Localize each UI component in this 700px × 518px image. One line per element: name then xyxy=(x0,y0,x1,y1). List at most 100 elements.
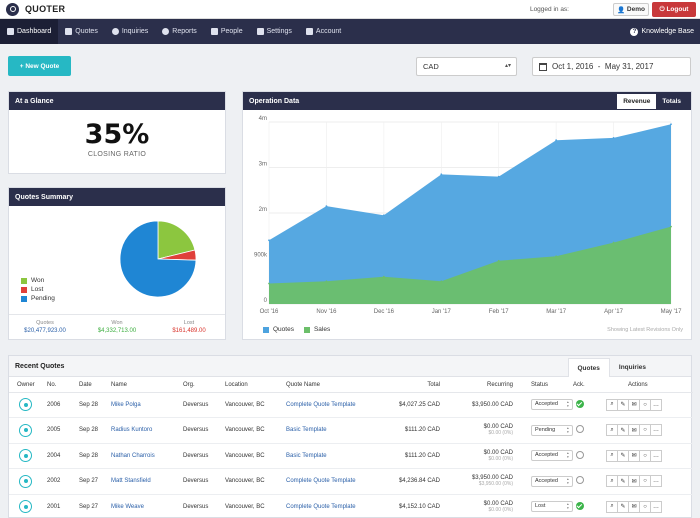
data-point[interactable] xyxy=(382,214,385,217)
status-select[interactable]: Accepted xyxy=(531,399,573,411)
quote-name-link[interactable]: Complete Quote Template xyxy=(286,494,382,518)
col-date[interactable]: Date xyxy=(79,379,111,393)
currency-select[interactable]: CAD ▴▾ xyxy=(416,57,517,76)
avatar[interactable] xyxy=(19,474,32,488)
tab-totals[interactable]: Totals xyxy=(662,98,681,105)
data-point[interactable] xyxy=(497,175,500,178)
data-point[interactable] xyxy=(440,280,443,283)
org-cell: Deversus xyxy=(183,417,225,444)
search-icon[interactable]: ⌕ xyxy=(606,398,618,411)
col-total[interactable]: Total xyxy=(382,379,440,393)
check-circle-icon[interactable] xyxy=(576,399,584,408)
quoter-logo-icon xyxy=(6,2,19,16)
date-range-picker[interactable]: Oct 1, 2016 - May 31, 2017 xyxy=(532,57,691,76)
status-select[interactable]: Accepted xyxy=(531,475,573,487)
col-no[interactable]: No. xyxy=(47,379,79,393)
col-ack[interactable]: Ack. xyxy=(573,379,603,393)
quote-name-link[interactable]: Complete Quote Template xyxy=(286,468,382,495)
avatar[interactable] xyxy=(19,423,32,437)
contact-name-link[interactable]: Nathan Charrois xyxy=(111,443,183,469)
more-icon[interactable]: … xyxy=(650,500,662,513)
legend-label: Quotes xyxy=(273,326,294,333)
y-tick-label: 3m xyxy=(259,162,267,168)
data-point[interactable] xyxy=(268,282,270,285)
main-nav: Dashboard Quotes Inquiries Reports Peopl… xyxy=(0,19,700,44)
actions-cell: ⌕ ✎ ✉ ○… xyxy=(603,392,693,418)
tab-quotes[interactable]: Quotes xyxy=(567,358,610,377)
table-row[interactable]: 2002 Sep 27 Matt Stansfield Deversus Vancouv… xyxy=(9,468,693,495)
pie-legend: Won Lost Pending xyxy=(21,277,55,304)
quote-name-link[interactable]: Basic Template xyxy=(286,417,382,444)
panel-title: Operation Data xyxy=(243,92,691,110)
table-row[interactable]: 2004 Sep 28 Nathan Charrois Deversus Vancouv… xyxy=(9,443,693,469)
contact-name-link[interactable]: Mike Weave xyxy=(111,494,183,518)
status-select[interactable]: Accepted xyxy=(531,450,573,462)
knowledge-base-link[interactable]: ? Knowledge Base xyxy=(630,19,694,44)
recurring-value: $3,950.00 CAD xyxy=(471,475,513,482)
status-select[interactable]: Pending xyxy=(531,424,573,436)
contact-name-link[interactable]: Mike Polga xyxy=(111,392,183,418)
pie-slice-pending[interactable] xyxy=(119,220,197,298)
legend-swatch xyxy=(303,326,310,333)
table-row[interactable]: 2005 Sep 28 Radius Kuntoro Deversus Vancouve… xyxy=(9,417,693,444)
status-select[interactable]: Lost xyxy=(531,501,573,513)
data-point[interactable] xyxy=(670,225,672,228)
ack-cell xyxy=(573,443,603,469)
nav-settings[interactable]: Settings xyxy=(250,19,299,44)
avatar[interactable] xyxy=(19,500,32,514)
data-point[interactable] xyxy=(382,275,385,278)
data-point[interactable] xyxy=(612,241,615,244)
empty-circle-icon[interactable] xyxy=(576,476,584,485)
tab-inquiries[interactable]: Inquiries xyxy=(618,364,646,371)
col-location[interactable]: Location xyxy=(225,379,286,393)
quote-number: 2005 xyxy=(47,417,79,444)
nav-inquiries[interactable]: Inquiries xyxy=(105,19,155,44)
quote-name-link[interactable]: Complete Quote Template xyxy=(286,392,382,418)
col-name[interactable]: Name xyxy=(111,379,183,393)
data-point[interactable] xyxy=(670,123,672,126)
data-point[interactable] xyxy=(555,255,558,258)
avatar[interactable] xyxy=(19,398,32,412)
data-point[interactable] xyxy=(440,173,443,176)
empty-circle-icon[interactable] xyxy=(576,425,584,434)
nav-dashboard[interactable]: Dashboard xyxy=(0,19,59,44)
more-icon[interactable]: … xyxy=(650,424,662,437)
more-icon[interactable]: … xyxy=(650,398,662,411)
nav-people[interactable]: People xyxy=(204,19,250,44)
data-point[interactable] xyxy=(325,205,328,208)
data-point[interactable] xyxy=(497,259,500,262)
user-menu-button[interactable]: 👤 Demo xyxy=(613,3,649,16)
pie-slice-won[interactable] xyxy=(157,220,196,260)
check-circle-icon[interactable] xyxy=(576,501,584,510)
col-recurring[interactable]: Recurring xyxy=(440,379,513,393)
quote-name-link[interactable]: Basic Template xyxy=(286,443,382,469)
col-status[interactable]: Status xyxy=(513,379,573,393)
nav-quotes[interactable]: Quotes xyxy=(58,19,105,44)
more-icon[interactable]: … xyxy=(650,449,662,462)
table-row[interactable]: 2001 Sep 27 Mike Weave Deversus Vancouver, B… xyxy=(9,494,693,518)
data-point[interactable] xyxy=(555,139,558,142)
area-series-sales[interactable] xyxy=(269,226,671,304)
col-owner[interactable]: Owner xyxy=(9,379,47,393)
col-quote-name[interactable]: Quote Name xyxy=(286,379,382,393)
contact-name-link[interactable]: Matt Stansfield xyxy=(111,468,183,495)
data-point[interactable] xyxy=(268,239,270,242)
contact-name-link[interactable]: Radius Kuntoro xyxy=(111,417,183,444)
tab-revenue[interactable]: Revenue xyxy=(617,94,657,109)
nav-reports[interactable]: Reports xyxy=(155,19,204,44)
data-point[interactable] xyxy=(325,280,328,283)
new-quote-button[interactable]: + New Quote xyxy=(8,56,71,76)
col-org[interactable]: Org. xyxy=(183,379,225,393)
data-point[interactable] xyxy=(612,137,615,139)
more-icon[interactable]: … xyxy=(650,475,662,488)
quote-number: 2006 xyxy=(47,392,79,418)
nav-account[interactable]: Account xyxy=(299,19,348,44)
recurring-sub: $0.00 (0%) xyxy=(488,506,513,513)
legend-label: Won xyxy=(31,277,45,284)
avatar[interactable] xyxy=(19,449,32,463)
empty-circle-icon[interactable] xyxy=(576,450,584,459)
table-row[interactable]: 2006 Sep 28 Mike Polga Deversus Vancouver, B… xyxy=(9,392,693,418)
logout-button[interactable]: ⏻ Logout xyxy=(652,2,696,17)
owner-cell xyxy=(9,468,47,495)
legend-item-sales: Sales xyxy=(303,326,330,333)
